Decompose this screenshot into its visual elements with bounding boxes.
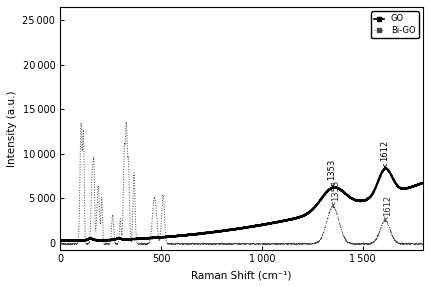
- X-axis label: Raman Shift (cm⁻¹): Raman Shift (cm⁻¹): [191, 270, 292, 280]
- Bi-GO: [58, 242, 63, 245]
- Bi-GO: [409, 242, 415, 245]
- GO: [58, 239, 63, 242]
- GO: [409, 185, 415, 189]
- Text: 1612: 1612: [380, 140, 389, 168]
- GO: [391, 179, 396, 182]
- Legend: GO, Bi-GO: GO, Bi-GO: [371, 11, 419, 38]
- Text: 1353: 1353: [328, 158, 336, 187]
- GO: [321, 194, 326, 197]
- Bi-GO: [391, 237, 396, 240]
- Bi-GO: [321, 230, 326, 233]
- Bi-GO: [210, 242, 215, 245]
- Bi-GO: [226, 243, 231, 247]
- Line: Bi-GO: Bi-GO: [60, 123, 423, 245]
- Y-axis label: Intensity (a.u.): Intensity (a.u.): [7, 90, 17, 166]
- GO: [213, 230, 218, 234]
- Bi-GO: [213, 242, 218, 245]
- GO: [210, 230, 215, 234]
- GO: [384, 167, 389, 170]
- Bi-GO: [421, 242, 426, 245]
- GO: [60, 239, 65, 243]
- GO: [230, 228, 235, 231]
- GO: [421, 181, 426, 185]
- Bi-GO: [123, 121, 129, 124]
- Line: GO: GO: [60, 168, 423, 241]
- Bi-GO: [230, 243, 235, 246]
- Text: 1612: 1612: [383, 195, 392, 220]
- Text: 1353: 1353: [331, 180, 340, 206]
